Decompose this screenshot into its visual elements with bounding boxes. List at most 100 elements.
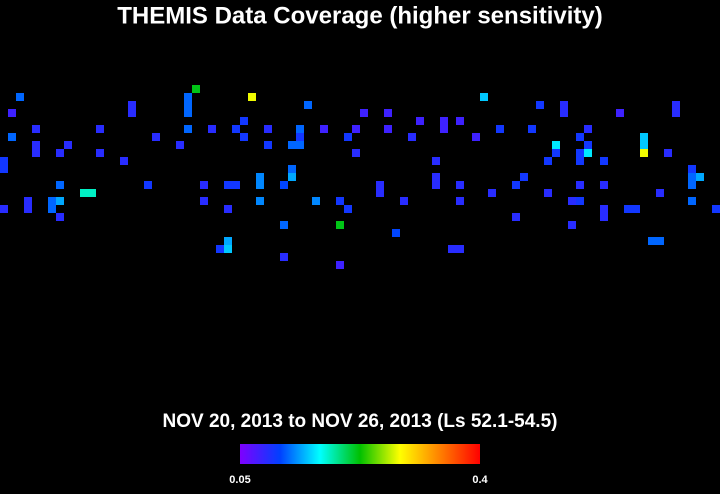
data-cell — [8, 109, 16, 117]
data-cell — [32, 125, 40, 133]
data-cell — [256, 173, 264, 181]
data-cell — [624, 205, 632, 213]
data-cell — [512, 181, 520, 189]
data-cell — [184, 93, 192, 101]
data-cell — [24, 205, 32, 213]
data-cell — [416, 117, 424, 125]
data-cell — [432, 181, 440, 189]
data-cell — [480, 93, 488, 101]
data-cell — [448, 245, 456, 253]
data-cell — [496, 125, 504, 133]
data-cell — [664, 149, 672, 157]
data-cell — [264, 125, 272, 133]
data-cell — [296, 141, 304, 149]
data-cell — [224, 181, 232, 189]
data-cell — [568, 221, 576, 229]
data-cell — [208, 125, 216, 133]
data-cell — [376, 189, 384, 197]
chart-subtitle: NOV 20, 2013 to NOV 26, 2013 (Ls 52.1-54… — [163, 411, 558, 432]
data-cell — [0, 165, 8, 173]
data-cell — [232, 181, 240, 189]
data-cell — [536, 101, 544, 109]
data-cell — [200, 181, 208, 189]
colorbar — [240, 444, 480, 464]
data-cell — [584, 141, 592, 149]
data-cell — [656, 189, 664, 197]
data-cell — [600, 181, 608, 189]
data-cell — [296, 125, 304, 133]
data-cell — [576, 181, 584, 189]
data-cell — [248, 93, 256, 101]
data-cell — [56, 197, 64, 205]
data-cell — [184, 109, 192, 117]
data-cell — [616, 109, 624, 117]
data-cell — [344, 205, 352, 213]
data-cell — [232, 125, 240, 133]
data-cell — [552, 141, 560, 149]
data-cell — [184, 101, 192, 109]
data-cell — [688, 181, 696, 189]
data-cell — [352, 149, 360, 157]
data-cell — [280, 253, 288, 261]
data-cell — [184, 125, 192, 133]
data-cell — [456, 181, 464, 189]
data-cell — [400, 197, 408, 205]
data-cell — [488, 189, 496, 197]
data-cell — [360, 109, 368, 117]
data-cell — [632, 205, 640, 213]
data-cell — [600, 205, 608, 213]
data-cell — [432, 173, 440, 181]
data-cell — [688, 173, 696, 181]
data-cell — [56, 149, 64, 157]
data-cell — [320, 125, 328, 133]
data-cell — [640, 149, 648, 157]
data-cell — [224, 245, 232, 253]
data-cell — [336, 261, 344, 269]
data-cell — [96, 125, 104, 133]
data-cell — [176, 141, 184, 149]
data-cell — [296, 133, 304, 141]
data-cell — [344, 133, 352, 141]
data-cell — [256, 181, 264, 189]
data-cell — [16, 93, 24, 101]
data-cell — [576, 197, 584, 205]
data-cell — [576, 133, 584, 141]
data-cell — [0, 205, 8, 213]
data-cell — [336, 197, 344, 205]
data-cell — [24, 197, 32, 205]
data-cell — [152, 133, 160, 141]
data-cell — [440, 117, 448, 125]
data-cell — [312, 197, 320, 205]
data-cell — [192, 85, 200, 93]
data-cell — [392, 229, 400, 237]
data-cell — [656, 237, 664, 245]
data-cell — [584, 149, 592, 157]
data-cell — [120, 157, 128, 165]
data-cell — [584, 125, 592, 133]
data-cell — [128, 101, 136, 109]
data-cell — [672, 109, 680, 117]
data-cell — [32, 149, 40, 157]
data-cell — [48, 197, 56, 205]
data-cell — [688, 165, 696, 173]
chart-title: THEMIS Data Coverage (higher sensitivity… — [117, 2, 602, 29]
data-cell — [256, 197, 264, 205]
data-cell — [456, 245, 464, 253]
data-cell — [640, 133, 648, 141]
data-cell — [240, 133, 248, 141]
data-cell — [144, 181, 152, 189]
data-cell — [600, 157, 608, 165]
colorbar-tick-label: 0.05 — [229, 474, 250, 486]
data-cell — [640, 141, 648, 149]
data-cell — [96, 149, 104, 157]
data-cell — [544, 157, 552, 165]
data-cell — [200, 197, 208, 205]
data-cell — [88, 189, 96, 197]
colorbar-tick-label: 0.4 — [472, 474, 488, 486]
data-cell — [696, 173, 704, 181]
data-cell — [440, 125, 448, 133]
data-cell — [8, 133, 16, 141]
data-cell — [384, 125, 392, 133]
data-cell — [288, 141, 296, 149]
